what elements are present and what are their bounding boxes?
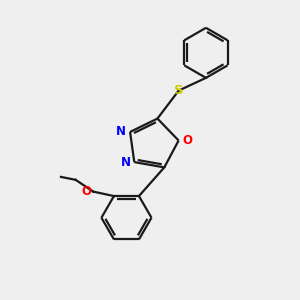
Text: S: S: [174, 84, 184, 97]
Text: O: O: [182, 134, 192, 147]
Text: N: N: [116, 125, 126, 138]
Text: N: N: [121, 156, 130, 169]
Text: O: O: [82, 184, 92, 197]
